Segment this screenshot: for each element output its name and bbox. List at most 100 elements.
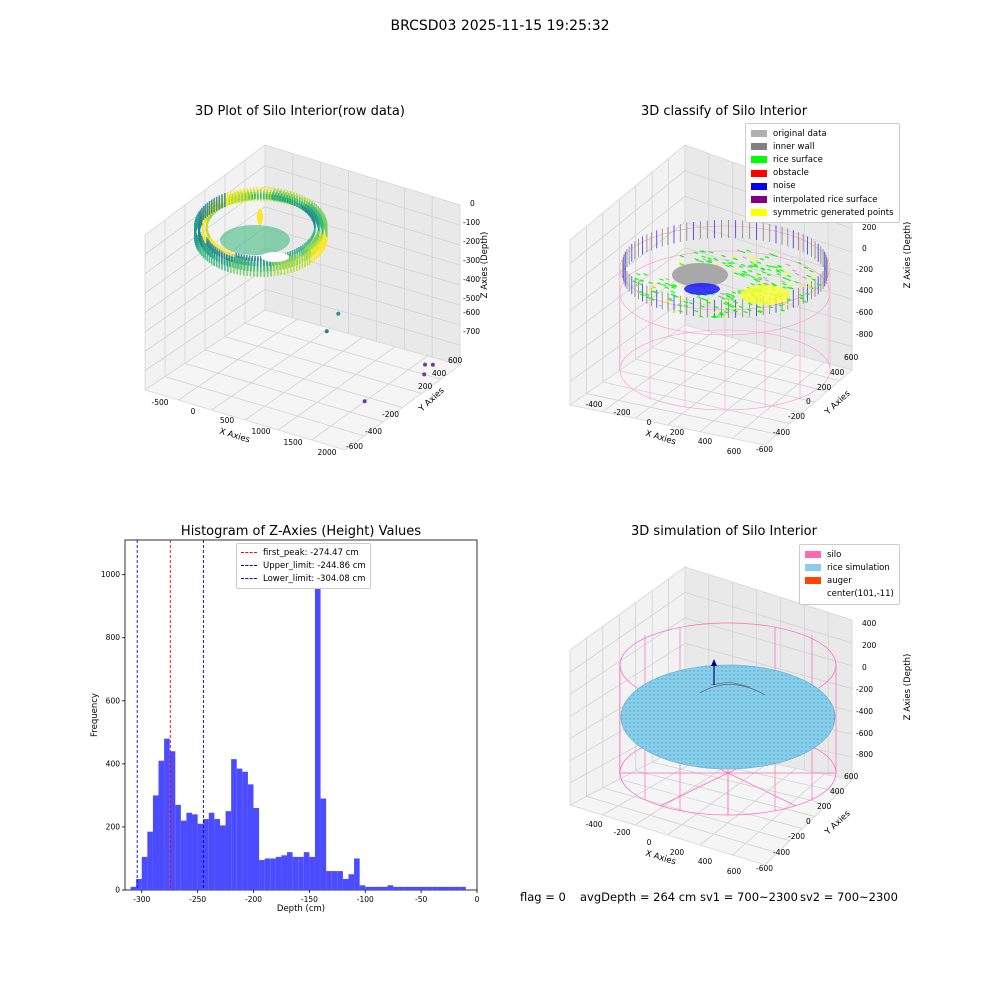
panel3-y-tick: 0 — [115, 886, 120, 895]
grid-line — [667, 347, 769, 426]
surface-point — [670, 290, 676, 294]
cloud-point — [317, 244, 319, 258]
surface-point — [632, 280, 638, 284]
histogram-bar — [186, 812, 193, 890]
surface-point — [714, 258, 719, 262]
cloud-point — [279, 195, 281, 201]
cloud-point — [311, 248, 313, 263]
cloud-point — [295, 256, 298, 271]
panel2-x-tick: 200 — [670, 428, 685, 437]
panel2-z-tick: 200 — [862, 223, 877, 232]
panel2-z-tick: -800 — [856, 330, 873, 339]
surface-point — [709, 251, 714, 254]
surface-point — [680, 298, 686, 301]
cloud-point — [279, 258, 281, 270]
grid-line — [732, 773, 825, 856]
cloud-point — [242, 188, 245, 203]
histogram-bar — [326, 871, 332, 890]
cloud-point — [272, 259, 275, 271]
cloud-point — [228, 250, 230, 256]
panel3-x-tick: -150 — [301, 895, 318, 904]
cloud-point — [225, 252, 228, 261]
surface-point — [725, 297, 730, 301]
cloud-point — [289, 253, 291, 262]
histogram-bar — [320, 798, 327, 890]
cloud-point — [200, 236, 203, 248]
cloud-point — [311, 215, 314, 221]
cloud-point — [240, 191, 243, 203]
legend-label: Upper_limit: -244.86 cm — [263, 560, 366, 571]
cloud-point — [243, 190, 246, 202]
surface-point — [756, 261, 762, 264]
surface-point — [728, 305, 733, 308]
surface-point — [725, 259, 730, 262]
histogram-bar — [382, 886, 388, 890]
surface-point — [667, 297, 672, 300]
panel1-y-tick: 400 — [432, 369, 447, 378]
surface-point — [694, 258, 699, 261]
surface-point — [782, 276, 788, 280]
cloud-point — [266, 258, 268, 267]
cloud-point — [208, 240, 210, 249]
cloud-point — [269, 258, 271, 267]
histogram-bar — [236, 768, 243, 890]
legend-item: symmetric generated points — [751, 206, 894, 219]
cloud-point — [309, 199, 311, 214]
panel3-y-tick: 600 — [106, 696, 121, 705]
surface-point — [699, 315, 704, 318]
histogram-bar — [130, 886, 137, 890]
surface-point — [645, 296, 650, 299]
grid-line — [569, 170, 686, 264]
histogram-bar — [287, 852, 293, 890]
cloud-point — [282, 196, 284, 202]
surface-point — [772, 283, 777, 287]
legend-label: original data — [773, 128, 827, 139]
panel1-z-tick: -200 — [463, 237, 480, 246]
histogram-bar — [398, 886, 405, 890]
cloud-point — [209, 204, 212, 216]
cloud-point — [275, 192, 277, 201]
cloud-point — [305, 203, 307, 212]
surface-point — [779, 269, 785, 272]
surface-point — [756, 305, 762, 309]
panel1-z-tick: -100 — [463, 218, 480, 227]
legend-item: noise — [751, 180, 894, 193]
cloud-point — [256, 258, 259, 267]
cloud-point — [310, 208, 312, 217]
cloud-point — [289, 191, 292, 206]
panel4-y-tick: -600 — [756, 864, 773, 873]
cloud-floor — [220, 225, 290, 255]
surface-point — [672, 310, 677, 313]
outlier-point — [362, 399, 367, 404]
histogram-bar — [359, 885, 366, 890]
legend-item: auger — [805, 574, 894, 587]
surface-point — [803, 266, 809, 269]
surface-point — [724, 299, 730, 302]
cloud-point — [303, 202, 305, 211]
panel2-z-tick: -400 — [856, 286, 873, 295]
cloud-point — [237, 191, 240, 203]
cloud-point — [202, 206, 205, 220]
surface-point — [725, 264, 730, 268]
cloud-point — [276, 259, 278, 271]
cloud-point — [273, 187, 276, 202]
panel3-reference-lines — [136, 540, 204, 890]
surface-point — [762, 276, 768, 280]
grid-line — [569, 298, 686, 382]
panel2-y-tick: 400 — [830, 368, 845, 377]
surface-point — [648, 288, 654, 291]
surface-point — [724, 311, 729, 314]
cloud-point — [234, 257, 237, 269]
surface-point — [760, 267, 766, 270]
histogram-bar — [242, 771, 248, 890]
cloud-point — [242, 193, 244, 202]
cloud-point — [274, 194, 276, 200]
cloud-point — [284, 197, 287, 203]
panel1-z-tick: -400 — [463, 275, 480, 284]
figure-title: BRCSD03 2025-11-15 19:25:32 — [390, 18, 610, 34]
cloud-point — [204, 204, 207, 219]
cloud-point — [233, 190, 235, 205]
panel2-y-tick: -200 — [788, 412, 805, 421]
cloud-point — [306, 240, 309, 246]
cloud-point — [205, 236, 208, 245]
